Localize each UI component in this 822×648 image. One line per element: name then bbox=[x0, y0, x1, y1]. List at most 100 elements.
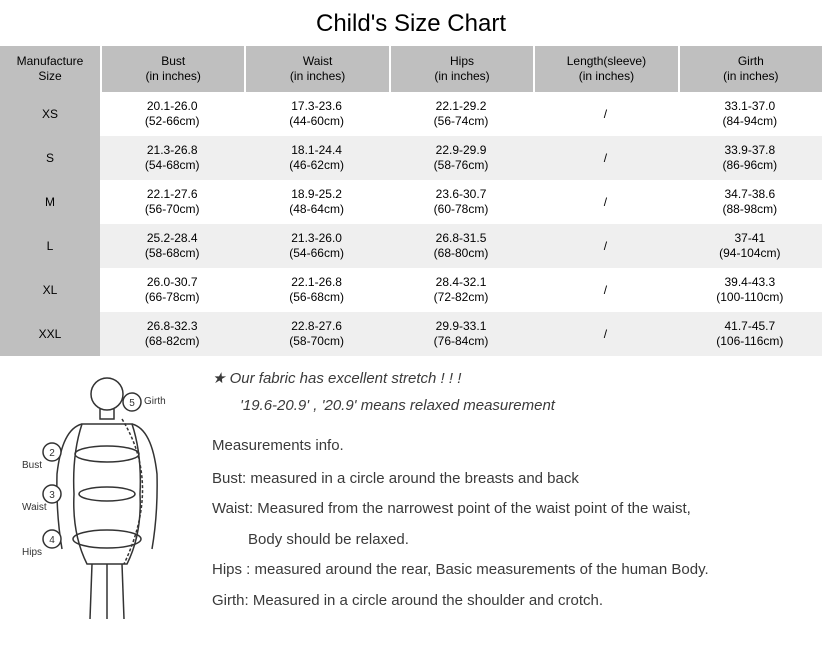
size-cell: L bbox=[0, 224, 100, 268]
val-in: 23.6-30.7 bbox=[436, 187, 487, 202]
size-cell: XXL bbox=[0, 312, 100, 356]
info-bust: Bust: measured in a circle around the br… bbox=[212, 468, 810, 491]
cell-hips: 28.4-32.1(72-82cm) bbox=[389, 268, 533, 312]
val-cm: (94-104cm) bbox=[719, 246, 780, 261]
h-line1: Hips bbox=[450, 54, 474, 69]
val-cm: (106-116cm) bbox=[716, 334, 783, 349]
cell-girth: 41.7-45.7(106-116cm) bbox=[678, 312, 822, 356]
h-line1: Waist bbox=[303, 54, 333, 69]
info-waist: Waist: Measured from the narrowest point… bbox=[212, 498, 810, 521]
h-line1: Bust bbox=[161, 54, 185, 69]
measurements-heading: Measurements info. bbox=[212, 435, 810, 458]
measurement-diagram: 2 3 4 5 Bust Waist Hips Girth bbox=[12, 364, 192, 624]
cell-girth: 37-41(94-104cm) bbox=[678, 224, 822, 268]
col-header-line2: Size bbox=[38, 69, 61, 84]
val-cm: (60-78cm) bbox=[434, 202, 489, 217]
size-cell: XL bbox=[0, 268, 100, 312]
cell-length: / bbox=[533, 312, 677, 356]
val-in: 21.3-26.8 bbox=[147, 143, 198, 158]
val-cm: (68-80cm) bbox=[434, 246, 489, 261]
cell-bust: 22.1-27.6(56-70cm) bbox=[100, 180, 244, 224]
table-row: 26.0-30.7(66-78cm) 22.1-26.8(56-68cm) 28… bbox=[100, 268, 822, 312]
col-header-waist: Waist (in inches) bbox=[244, 46, 388, 92]
table-row: 21.3-26.8(54-68cm) 18.1-24.4(46-62cm) 22… bbox=[100, 136, 822, 180]
cell-hips: 22.1-29.2(56-74cm) bbox=[389, 92, 533, 136]
val-cm: (72-82cm) bbox=[434, 290, 489, 305]
cell-bust: 26.0-30.7(66-78cm) bbox=[100, 268, 244, 312]
val-in: 18.1-24.4 bbox=[291, 143, 342, 158]
val-in: 33.9-37.8 bbox=[724, 143, 775, 158]
stretch-note: ★ Our fabric has excellent stretch ! ! ! bbox=[212, 368, 810, 391]
val-in: 26.8-32.3 bbox=[147, 319, 198, 334]
val-in: 26.8-31.5 bbox=[436, 231, 487, 246]
val-cm: (56-74cm) bbox=[434, 114, 489, 129]
val-cm: (58-68cm) bbox=[145, 246, 200, 261]
cell-waist: 18.1-24.4(46-62cm) bbox=[244, 136, 388, 180]
val: / bbox=[604, 151, 607, 166]
cell-length: / bbox=[533, 136, 677, 180]
val-cm: (100-110cm) bbox=[716, 290, 783, 305]
cell-waist: 17.3-23.6(44-60cm) bbox=[244, 92, 388, 136]
table-row: 22.1-27.6(56-70cm) 18.9-25.2(48-64cm) 23… bbox=[100, 180, 822, 224]
val-cm: (54-66cm) bbox=[289, 246, 344, 261]
cell-girth: 34.7-38.6(88-98cm) bbox=[678, 180, 822, 224]
size-cell: M bbox=[0, 180, 100, 224]
diagram-label-bust: Bust bbox=[22, 460, 42, 471]
val-cm: (48-64cm) bbox=[289, 202, 344, 217]
val-cm: (58-76cm) bbox=[434, 158, 489, 173]
diagram-label-girth: Girth bbox=[144, 396, 166, 407]
val-cm: (66-78cm) bbox=[145, 290, 200, 305]
cell-length: / bbox=[533, 180, 677, 224]
val-in: 17.3-23.6 bbox=[291, 99, 342, 114]
val: / bbox=[604, 239, 607, 254]
val-in: 39.4-43.3 bbox=[724, 275, 775, 290]
col-header-size: Manufacture Size bbox=[0, 46, 100, 92]
cell-girth: 39.4-43.3(100-110cm) bbox=[678, 268, 822, 312]
cell-waist: 22.8-27.6(58-70cm) bbox=[244, 312, 388, 356]
val-in: 28.4-32.1 bbox=[436, 275, 487, 290]
val-in: 26.0-30.7 bbox=[147, 275, 198, 290]
col-header-length: Length(sleeve) (in inches) bbox=[533, 46, 677, 92]
size-cell: S bbox=[0, 136, 100, 180]
size-cell: XS bbox=[0, 92, 100, 136]
cell-hips: 22.9-29.9(58-76cm) bbox=[389, 136, 533, 180]
table-row: 25.2-28.4(58-68cm) 21.3-26.0(54-66cm) 26… bbox=[100, 224, 822, 268]
relaxed-note: '19.6-20.9' , '20.9' means relaxed measu… bbox=[212, 395, 810, 418]
val-cm: (44-60cm) bbox=[289, 114, 344, 129]
h-line1: Length(sleeve) bbox=[567, 54, 646, 69]
info-girth: Girth: Measured in a circle around the s… bbox=[212, 590, 810, 613]
cell-length: / bbox=[533, 224, 677, 268]
diagram-num-waist: 3 bbox=[49, 490, 55, 501]
cell-bust: 25.2-28.4(58-68cm) bbox=[100, 224, 244, 268]
table-row: 26.8-32.3(68-82cm) 22.8-27.6(58-70cm) 29… bbox=[100, 312, 822, 356]
cell-bust: 21.3-26.8(54-68cm) bbox=[100, 136, 244, 180]
info-hips: Hips : measured around the rear, Basic m… bbox=[212, 559, 810, 582]
val-cm: (76-84cm) bbox=[434, 334, 489, 349]
val-cm: (54-68cm) bbox=[145, 158, 200, 173]
size-chart: Manufacture Size XS S M L XL XXL Bust (i… bbox=[0, 46, 822, 356]
h-line2: (in inches) bbox=[579, 69, 634, 84]
diagram-num-hips: 4 bbox=[49, 535, 55, 546]
col-header-line1: Manufacture bbox=[17, 54, 84, 69]
val-cm: (56-70cm) bbox=[145, 202, 200, 217]
val-in: 37-41 bbox=[734, 231, 765, 246]
header-row: Bust (in inches) Waist (in inches) Hips … bbox=[100, 46, 822, 92]
val-cm: (46-62cm) bbox=[289, 158, 344, 173]
cell-hips: 29.9-33.1(76-84cm) bbox=[389, 312, 533, 356]
val-cm: (68-82cm) bbox=[145, 334, 200, 349]
val-in: 22.8-27.6 bbox=[291, 319, 342, 334]
col-header-hips: Hips (in inches) bbox=[389, 46, 533, 92]
val-in: 22.1-29.2 bbox=[436, 99, 487, 114]
cell-hips: 23.6-30.7(60-78cm) bbox=[389, 180, 533, 224]
cell-waist: 18.9-25.2(48-64cm) bbox=[244, 180, 388, 224]
val-in: 22.1-26.8 bbox=[291, 275, 342, 290]
val-in: 29.9-33.1 bbox=[436, 319, 487, 334]
val-cm: (84-94cm) bbox=[722, 114, 777, 129]
h-line2: (in inches) bbox=[434, 69, 489, 84]
val: / bbox=[604, 195, 607, 210]
val-cm: (52-66cm) bbox=[145, 114, 200, 129]
diagram-num-bust: 2 bbox=[49, 448, 55, 459]
val-in: 21.3-26.0 bbox=[291, 231, 342, 246]
info-section: 2 3 4 5 Bust Waist Hips Girth ★ Our fabr… bbox=[0, 356, 822, 624]
cell-length: / bbox=[533, 92, 677, 136]
